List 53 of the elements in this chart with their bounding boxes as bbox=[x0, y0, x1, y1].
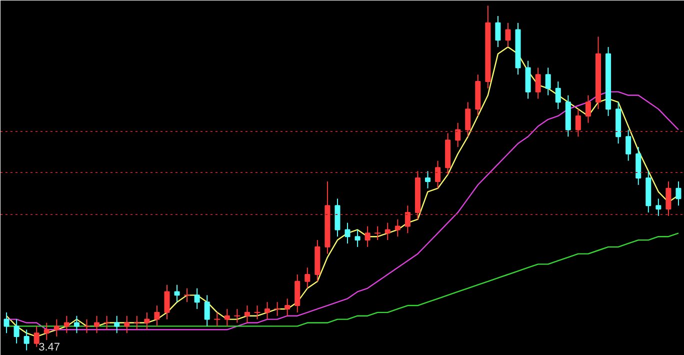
candlestick bbox=[154, 305, 160, 327]
candlestick bbox=[364, 226, 370, 248]
candlestick bbox=[83, 318, 90, 334]
candlestick bbox=[124, 315, 130, 334]
candlestick bbox=[374, 226, 382, 241]
candlestick bbox=[465, 102, 471, 138]
candlestick bbox=[495, 16, 501, 48]
candlestick bbox=[424, 170, 431, 189]
candlestick bbox=[676, 180, 682, 206]
candlestick bbox=[585, 94, 591, 124]
candlestick bbox=[505, 22, 511, 48]
candlestick bbox=[234, 308, 241, 324]
candlestick bbox=[555, 80, 561, 110]
candlestick bbox=[34, 326, 40, 348]
candlestick bbox=[174, 284, 180, 303]
candlestick bbox=[204, 294, 210, 327]
candlestick bbox=[254, 305, 261, 320]
candlestick bbox=[626, 129, 632, 162]
candlestick bbox=[344, 222, 350, 244]
candlestick bbox=[133, 315, 140, 330]
candlestick bbox=[394, 218, 400, 238]
candlestick bbox=[14, 318, 20, 344]
candlestick bbox=[4, 312, 10, 334]
candlestick bbox=[224, 308, 230, 327]
candlestick bbox=[214, 312, 221, 327]
candlestick bbox=[575, 108, 581, 138]
candlestick bbox=[44, 322, 50, 340]
candlestick bbox=[404, 205, 410, 234]
candlestick bbox=[194, 288, 200, 310]
candlestick bbox=[164, 284, 170, 320]
candlestick bbox=[354, 229, 360, 248]
candlestick bbox=[535, 67, 541, 100]
candlestick bbox=[54, 318, 60, 338]
candlestick bbox=[435, 160, 441, 189]
candlestick bbox=[656, 198, 662, 216]
candlestick bbox=[94, 315, 100, 334]
candlestick bbox=[64, 315, 70, 334]
candlestick bbox=[114, 315, 120, 334]
candlestick bbox=[545, 67, 551, 96]
candlestick bbox=[74, 315, 80, 334]
candlestick bbox=[284, 298, 290, 316]
candlestick bbox=[666, 180, 672, 216]
candlestick bbox=[244, 305, 250, 324]
candlestick bbox=[103, 315, 110, 330]
candlestick bbox=[274, 302, 281, 316]
candlestick bbox=[24, 329, 30, 351]
candlestick bbox=[144, 312, 150, 330]
candlestick bbox=[264, 302, 270, 320]
annotation: 3.47 bbox=[38, 341, 60, 354]
candlestick bbox=[455, 122, 461, 148]
candlestick bbox=[184, 288, 191, 303]
candlestick bbox=[384, 222, 390, 241]
candlestick bbox=[304, 267, 310, 289]
